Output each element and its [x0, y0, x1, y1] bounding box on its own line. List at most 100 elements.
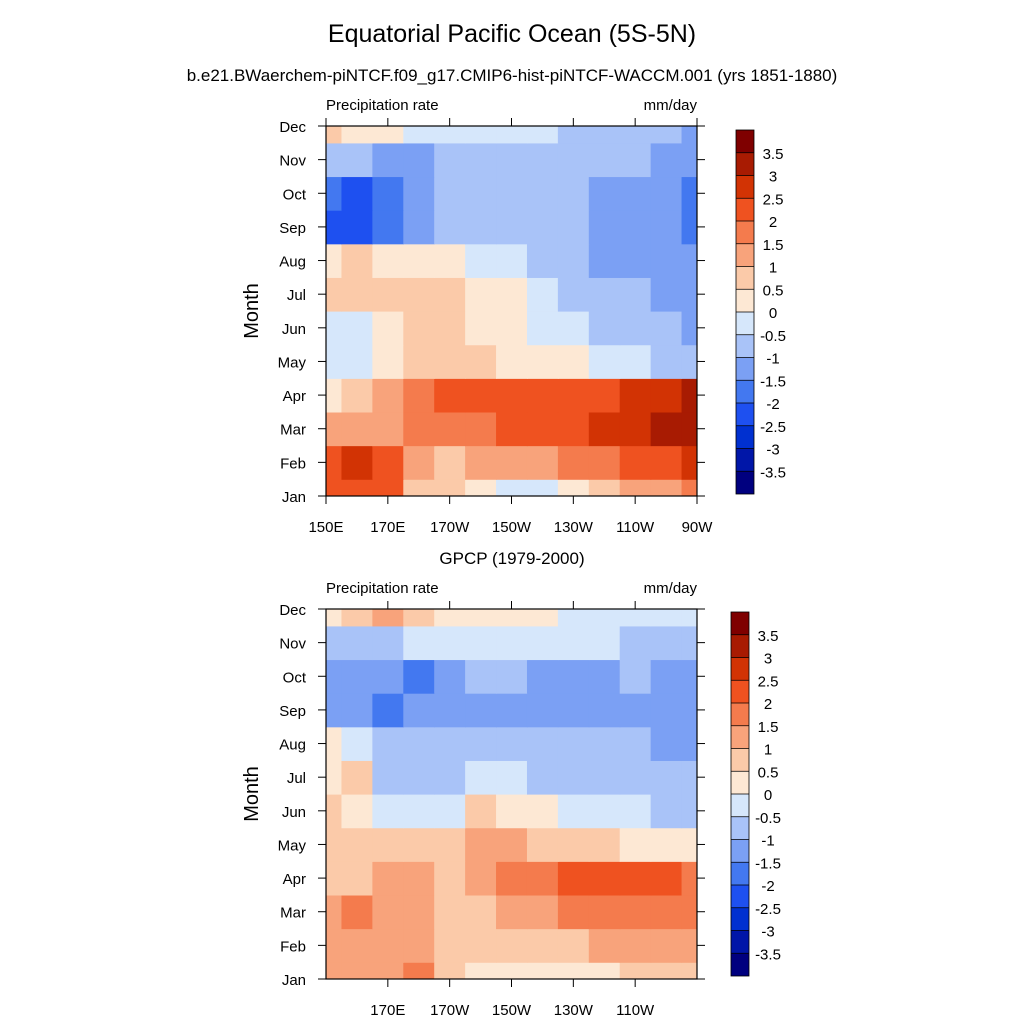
heatmap-cell — [619, 142, 652, 178]
colorbar-label: -2 — [766, 396, 779, 413]
colorbar-label: -2.5 — [760, 419, 786, 436]
heatmap-cell — [650, 126, 683, 144]
heatmap-cell — [372, 659, 404, 694]
heatmap-cell — [434, 378, 466, 413]
heatmap-cell — [434, 726, 466, 761]
heatmap-cell — [496, 411, 528, 447]
heatmap-cell — [403, 378, 435, 413]
heatmap-cell — [403, 479, 435, 496]
colorbar-label: 2 — [764, 696, 772, 713]
heatmap-cell — [650, 609, 683, 627]
heatmap-cell — [619, 311, 652, 346]
colorbar-swatch — [731, 680, 749, 703]
heatmap-cell — [372, 609, 404, 627]
y-tick-label: Jan — [282, 972, 306, 989]
heatmap-cell — [326, 176, 343, 211]
heatmap-cell — [588, 176, 621, 211]
heatmap-cell — [557, 411, 590, 447]
heatmap-cell — [341, 142, 373, 178]
y-tick-label: Sep — [279, 220, 306, 237]
heatmap-cell — [681, 344, 697, 379]
heatmap-cell — [681, 861, 697, 896]
heatmap-cell — [526, 625, 559, 661]
heatmap-cell — [434, 861, 466, 896]
heatmap-cell — [372, 726, 404, 761]
heatmap-cell — [681, 726, 697, 761]
heatmap-cell — [619, 210, 652, 245]
heatmap-cell — [496, 311, 528, 346]
heatmap-cell — [526, 827, 559, 862]
colorbar-swatch — [731, 953, 749, 976]
heatmap-cell — [557, 760, 590, 795]
heatmap-cell — [496, 760, 528, 795]
heatmap-cell — [326, 760, 343, 795]
heatmap-cell — [588, 928, 621, 963]
heatmap-cell — [341, 861, 373, 896]
x-tick-label: 170W — [430, 519, 470, 536]
x-tick-label: 170E — [370, 519, 405, 536]
heatmap-cell — [526, 479, 559, 496]
heatmap-cell — [372, 243, 404, 278]
heatmap-cell — [372, 894, 404, 930]
heatmap-cell — [341, 609, 373, 627]
heatmap-cell — [326, 411, 343, 447]
heatmap-cell — [403, 693, 435, 728]
heatmap-cell — [557, 794, 590, 829]
heatmap-cell — [403, 311, 435, 346]
heatmap-cell — [557, 827, 590, 862]
colorbar-label: -1.5 — [755, 855, 781, 872]
heatmap-cell — [588, 962, 621, 979]
x-tick-label: 170W — [430, 1002, 470, 1019]
heatmap-cell — [341, 693, 373, 728]
heatmap-cell — [465, 625, 497, 661]
heatmap-cell — [465, 378, 497, 413]
heatmap-cell — [403, 827, 435, 862]
heatmap-cell — [496, 142, 528, 178]
heatmap-cell — [403, 794, 435, 829]
heatmap-cell — [326, 794, 343, 829]
heatmap-cell — [496, 277, 528, 312]
heatmap-cell — [619, 760, 652, 795]
x-tick-label: 130W — [554, 1002, 594, 1019]
heatmap-cell — [434, 794, 466, 829]
colorbar-swatch — [731, 907, 749, 931]
colorbar-label: 0 — [764, 787, 772, 804]
heatmap-cell — [434, 277, 466, 312]
colorbar-swatch — [731, 885, 749, 908]
heatmap-cell — [681, 479, 697, 496]
heatmap-cell — [588, 693, 621, 728]
heatmap-cell — [619, 894, 652, 930]
heatmap-cell — [326, 243, 343, 278]
heatmap-cell — [403, 861, 435, 896]
heatmap-cell — [619, 277, 652, 312]
heatmap-cell — [341, 760, 373, 795]
heatmap-cell — [681, 243, 697, 278]
y-tick-label: Oct — [283, 669, 307, 686]
heatmap-cell — [341, 659, 373, 694]
heatmap-cell — [372, 479, 404, 496]
heatmap-cell — [526, 411, 559, 447]
heatmap-cell — [465, 659, 497, 694]
colorbar-label: 1.5 — [763, 237, 784, 254]
heatmap-cell — [434, 609, 466, 627]
heatmap-cell — [650, 243, 683, 278]
heatmap-cell — [496, 794, 528, 829]
heatmap-cell — [372, 962, 404, 979]
heatmap-cell — [650, 411, 683, 447]
heatmap-cell — [557, 962, 590, 979]
heatmap-cell — [681, 445, 697, 480]
heatmap-cell — [372, 928, 404, 963]
y-tick-label: Sep — [279, 703, 306, 720]
heatmap-cell — [619, 479, 652, 496]
heatmap-cell — [496, 609, 528, 627]
panel-title-obs: GPCP (1979-2000) — [439, 549, 585, 568]
heatmap-cell — [496, 894, 528, 930]
heatmap-cell — [434, 962, 466, 979]
heatmap-cell — [650, 928, 683, 963]
heatmap-cell — [326, 894, 343, 930]
heatmap-cell — [326, 142, 343, 178]
heatmap-cell — [588, 894, 621, 930]
heatmap-cell — [496, 176, 528, 211]
heatmap-cell — [526, 344, 559, 379]
heatmap-cell — [372, 126, 404, 144]
